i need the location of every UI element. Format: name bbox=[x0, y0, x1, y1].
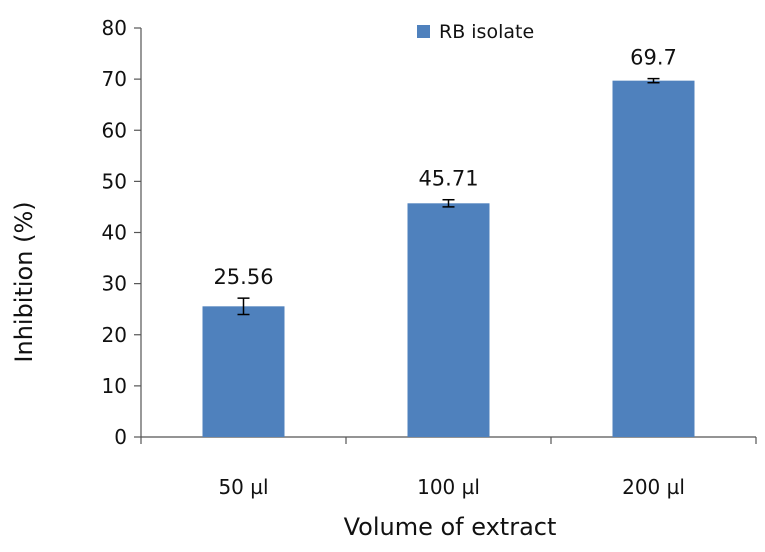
x-axis-title: Volume of extract bbox=[344, 513, 557, 541]
bar bbox=[407, 203, 490, 437]
y-tick-label: 60 bbox=[102, 118, 127, 142]
x-tick-label: 50 µl bbox=[218, 475, 268, 499]
data-labels: 25.56 45.71 69.7 bbox=[213, 46, 676, 290]
y-tick-label: 40 bbox=[102, 221, 127, 245]
legend: RB isolate bbox=[417, 21, 534, 43]
legend-label: RB isolate bbox=[439, 21, 534, 43]
y-tick-label: 30 bbox=[102, 272, 127, 296]
y-tick-label: 50 bbox=[102, 169, 127, 193]
y-axis: 0 10 20 30 40 50 60 70 80 bbox=[102, 16, 142, 449]
y-tick-label: 20 bbox=[102, 323, 127, 347]
y-tick-label: 70 bbox=[102, 67, 127, 91]
legend-swatch bbox=[417, 25, 430, 38]
bar bbox=[612, 80, 695, 437]
data-label: 69.7 bbox=[630, 46, 677, 70]
y-tick-label: 0 bbox=[114, 425, 127, 449]
x-tick-label: 200 µl bbox=[622, 475, 685, 499]
x-tick-label: 100 µl bbox=[417, 475, 480, 499]
bar bbox=[202, 306, 285, 437]
data-label: 45.71 bbox=[418, 167, 478, 191]
y-tick-label: 80 bbox=[102, 16, 127, 40]
error-bars bbox=[237, 77, 660, 316]
x-axis: 50 µl 100 µl 200 µl bbox=[140, 436, 757, 499]
y-axis-title: Inhibition (%) bbox=[10, 201, 38, 362]
y-tick-label: 10 bbox=[102, 374, 127, 398]
data-label: 25.56 bbox=[213, 265, 273, 289]
bars bbox=[202, 80, 695, 437]
